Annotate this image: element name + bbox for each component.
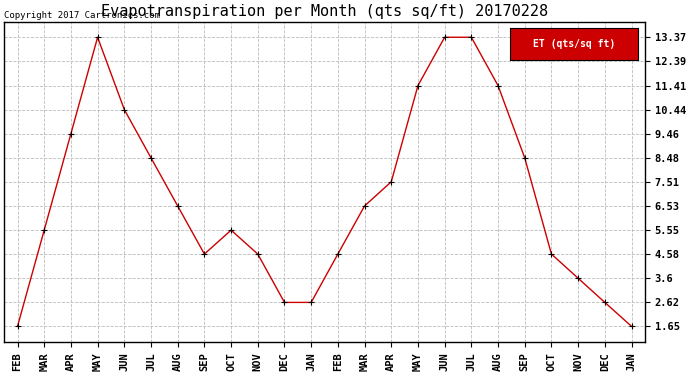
Title: Evapotranspiration per Month (qts sq/ft) 20170228: Evapotranspiration per Month (qts sq/ft)… <box>101 4 548 19</box>
Text: Copyright 2017 Cartronics.com: Copyright 2017 Cartronics.com <box>4 11 160 20</box>
